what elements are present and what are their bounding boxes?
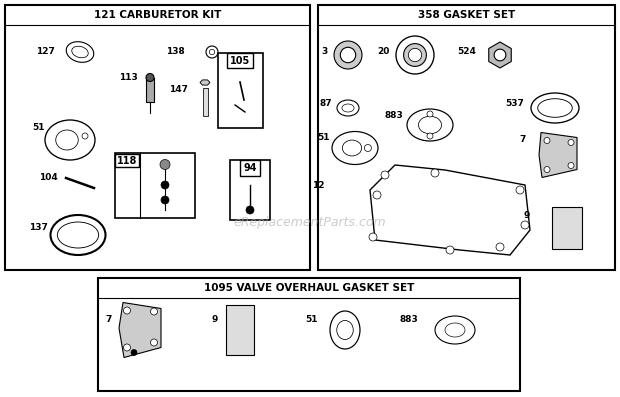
Text: 104: 104	[39, 173, 58, 183]
Text: 121 CARBURETOR KIT: 121 CARBURETOR KIT	[94, 10, 221, 20]
Circle shape	[206, 46, 218, 58]
Text: 127: 127	[36, 48, 55, 56]
Ellipse shape	[332, 131, 378, 164]
Polygon shape	[489, 42, 511, 68]
Ellipse shape	[342, 104, 354, 112]
Ellipse shape	[66, 42, 94, 62]
Ellipse shape	[45, 120, 95, 160]
Bar	[218, 52, 262, 127]
Bar	[146, 77, 154, 102]
Circle shape	[427, 111, 433, 117]
Circle shape	[151, 308, 157, 315]
Text: 9: 9	[211, 316, 218, 324]
Text: 113: 113	[119, 73, 138, 83]
Text: 138: 138	[166, 48, 185, 56]
Circle shape	[516, 186, 524, 194]
Circle shape	[544, 166, 550, 173]
Text: 105: 105	[230, 56, 250, 66]
Text: 358 GASKET SET: 358 GASKET SET	[418, 10, 515, 20]
Ellipse shape	[531, 93, 579, 123]
Text: 51: 51	[317, 133, 330, 143]
Circle shape	[373, 191, 381, 199]
Circle shape	[161, 196, 169, 204]
Circle shape	[404, 44, 427, 66]
Text: 537: 537	[505, 98, 524, 108]
Ellipse shape	[72, 46, 88, 58]
Bar	[226, 305, 254, 355]
Text: 87: 87	[319, 98, 332, 108]
Text: 3: 3	[322, 48, 328, 56]
Bar	[318, 5, 615, 270]
Text: 20: 20	[378, 48, 390, 56]
Text: 1095 VALVE OVERHAUL GASKET SET: 1095 VALVE OVERHAUL GASKET SET	[204, 283, 414, 293]
Text: 12: 12	[312, 181, 325, 189]
Text: 94: 94	[243, 163, 257, 173]
Polygon shape	[200, 80, 210, 85]
Circle shape	[123, 344, 130, 351]
Ellipse shape	[538, 99, 572, 117]
Circle shape	[446, 246, 454, 254]
Ellipse shape	[56, 130, 78, 150]
Ellipse shape	[435, 316, 475, 344]
Circle shape	[494, 49, 506, 61]
Bar	[115, 152, 195, 218]
Circle shape	[246, 206, 254, 214]
Text: eReplacementParts.com: eReplacementParts.com	[234, 216, 386, 229]
Circle shape	[427, 133, 433, 139]
Circle shape	[131, 349, 137, 355]
Ellipse shape	[342, 140, 361, 156]
Circle shape	[544, 137, 550, 143]
Circle shape	[340, 47, 356, 63]
Circle shape	[365, 145, 371, 152]
Text: 9: 9	[524, 210, 530, 220]
Text: 524: 524	[457, 48, 476, 56]
Bar	[230, 160, 270, 220]
Circle shape	[151, 339, 157, 346]
Circle shape	[568, 139, 574, 145]
Circle shape	[161, 181, 169, 189]
Circle shape	[369, 233, 377, 241]
Text: 7: 7	[520, 135, 526, 145]
Text: 137: 137	[29, 224, 48, 233]
Circle shape	[496, 243, 504, 251]
Bar	[98, 278, 520, 391]
Circle shape	[160, 160, 170, 170]
Ellipse shape	[58, 222, 99, 248]
Circle shape	[396, 36, 434, 74]
Text: 883: 883	[384, 110, 403, 119]
Polygon shape	[119, 303, 161, 358]
Circle shape	[381, 171, 389, 179]
Ellipse shape	[337, 320, 353, 339]
Text: 7: 7	[105, 316, 112, 324]
Circle shape	[568, 162, 574, 168]
Text: 51: 51	[32, 123, 45, 133]
Text: 118: 118	[117, 156, 137, 166]
Ellipse shape	[337, 100, 359, 116]
Circle shape	[431, 169, 439, 177]
Ellipse shape	[330, 311, 360, 349]
Ellipse shape	[50, 215, 105, 255]
Bar	[203, 87, 208, 116]
Bar	[552, 207, 582, 249]
Circle shape	[82, 133, 88, 139]
Polygon shape	[539, 133, 577, 177]
Circle shape	[334, 41, 362, 69]
Ellipse shape	[407, 109, 453, 141]
Polygon shape	[370, 165, 530, 255]
Text: 147: 147	[169, 85, 188, 94]
Circle shape	[210, 49, 215, 55]
Bar	[5, 5, 310, 270]
Text: 51: 51	[306, 316, 318, 324]
Ellipse shape	[418, 116, 441, 134]
Circle shape	[521, 221, 529, 229]
Ellipse shape	[445, 323, 465, 337]
Text: 883: 883	[399, 316, 418, 324]
Circle shape	[123, 307, 130, 314]
Circle shape	[409, 48, 422, 62]
Circle shape	[146, 73, 154, 81]
